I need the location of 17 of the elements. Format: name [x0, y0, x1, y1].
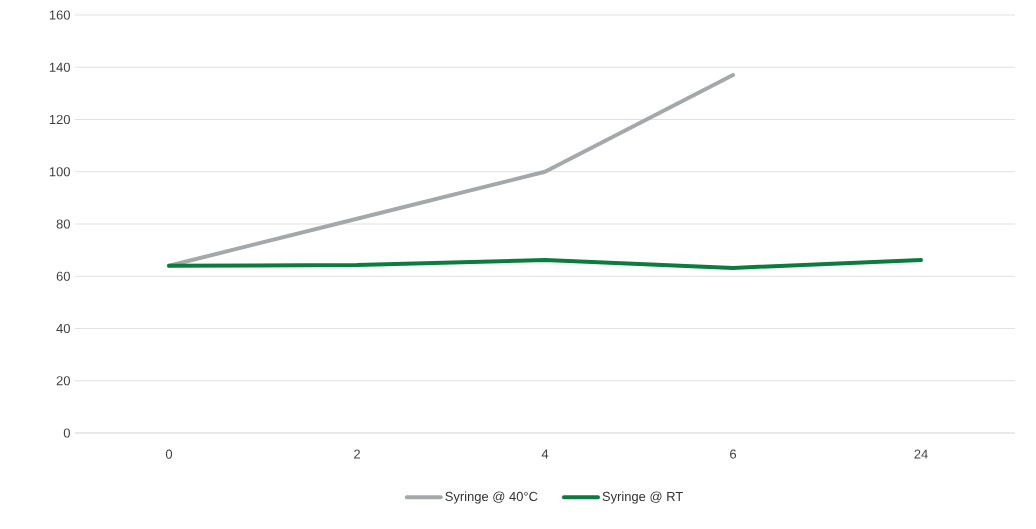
line-series: [167, 258, 924, 270]
y-tick-label: 80: [56, 219, 70, 229]
x-tick-label: 0: [165, 449, 173, 459]
legend-label: Syringe @ RT: [602, 491, 683, 504]
y-tick-label: 100: [49, 167, 70, 177]
y-tick-label: 40: [56, 323, 70, 334]
y-tick-label: 60: [56, 271, 70, 281]
x-tick-label: 24: [914, 449, 928, 459]
y-tick-label: 120: [49, 114, 70, 125]
x-tick-label: 4: [541, 449, 549, 459]
y-tick-label: 20: [56, 376, 70, 386]
x-tick-label: 2: [354, 449, 360, 459]
y-tick-label: 140: [49, 62, 70, 72]
legend-label: Syringe @ 40°C: [445, 491, 538, 504]
x-tick-label: 6: [730, 449, 737, 459]
y-tick-label: 160: [49, 10, 70, 20]
y-tick-label: 0: [63, 428, 70, 438]
